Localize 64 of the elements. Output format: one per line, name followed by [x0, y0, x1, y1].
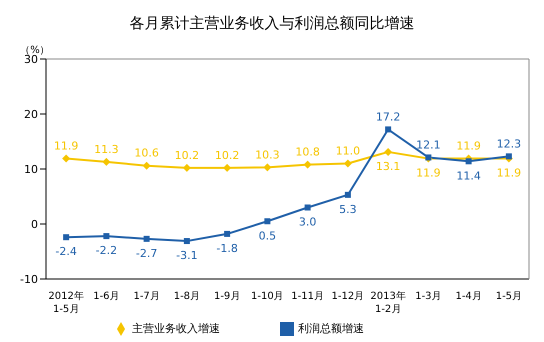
y-tick-label: -10 [20, 272, 38, 286]
y-tick-label: 10 [24, 162, 38, 176]
x-tick-label: 1-11月 [291, 291, 324, 302]
legend-label: 主营业务收入增速 [132, 322, 220, 335]
x-tick-label: 1-10月 [251, 291, 284, 302]
data-label: 11.0 [336, 144, 360, 158]
data-label: 12.1 [416, 138, 441, 152]
point [103, 233, 110, 240]
data-label: 11.9 [54, 140, 78, 153]
data-label: 10.2 [174, 148, 200, 162]
x-tick-label: 1-5月 [496, 291, 522, 302]
chart-title: 各月累计主营业务收入与利润总额同比增速 [128, 13, 416, 34]
data-label: 11.9 [496, 166, 522, 180]
point [263, 163, 272, 172]
x-tick-label: 1-7月 [133, 291, 160, 302]
data-label: 12.3 [496, 137, 522, 150]
point [63, 234, 70, 240]
point [425, 154, 432, 160]
point [384, 148, 392, 156]
y-tick-label: 0 [31, 218, 38, 231]
data-label: 10.8 [295, 146, 320, 159]
data-label: 10.6 [134, 146, 159, 160]
x-tick-label: 1-8月 [174, 291, 200, 302]
data-label: 13.1 [376, 160, 400, 173]
x-tick-label: 1-3月 [415, 291, 442, 302]
point [184, 238, 190, 244]
point [144, 236, 150, 242]
point [304, 160, 312, 169]
x-tick-label: 1-4月 [455, 291, 482, 302]
data-label: -2.4 [55, 245, 77, 258]
data-label: 11.3 [94, 142, 119, 156]
point [344, 192, 351, 198]
point [344, 160, 352, 168]
point [466, 158, 472, 164]
x-tick-label: 2012年 1-5月 [48, 290, 84, 315]
data-label: 3.0 [298, 216, 316, 228]
data-label: 11.4 [456, 169, 481, 182]
data-label: -3.1 [176, 249, 198, 262]
point [102, 158, 110, 166]
x-tick-label: 2013年 1-2月 [370, 290, 406, 315]
data-label: 10.3 [255, 148, 280, 162]
point [142, 162, 151, 170]
data-label: -1.8 [216, 242, 238, 255]
data-label: 11.9 [456, 140, 481, 153]
x-tick-label: 1-12月 [332, 291, 364, 302]
point [223, 164, 232, 172]
x-tick-label: 1-6月 [93, 291, 120, 302]
point [506, 153, 512, 160]
x-tick-label: 1-9月 [214, 291, 240, 302]
data-label: -2.7 [136, 246, 158, 260]
point [264, 218, 270, 224]
point [62, 154, 70, 163]
legend-label: 利润总额增速 [298, 322, 364, 335]
y-tick-label: 20 [24, 108, 38, 121]
point [224, 230, 230, 237]
point [304, 204, 311, 210]
data-label: 0.5 [258, 229, 276, 242]
data-label: 17.2 [376, 110, 400, 124]
point [385, 126, 392, 132]
data-label: 5.3 [339, 202, 357, 216]
data-label: -2.2 [96, 244, 118, 258]
point [182, 164, 191, 172]
data-label: 10.2 [214, 148, 240, 162]
data-label: 11.9 [416, 166, 441, 180]
